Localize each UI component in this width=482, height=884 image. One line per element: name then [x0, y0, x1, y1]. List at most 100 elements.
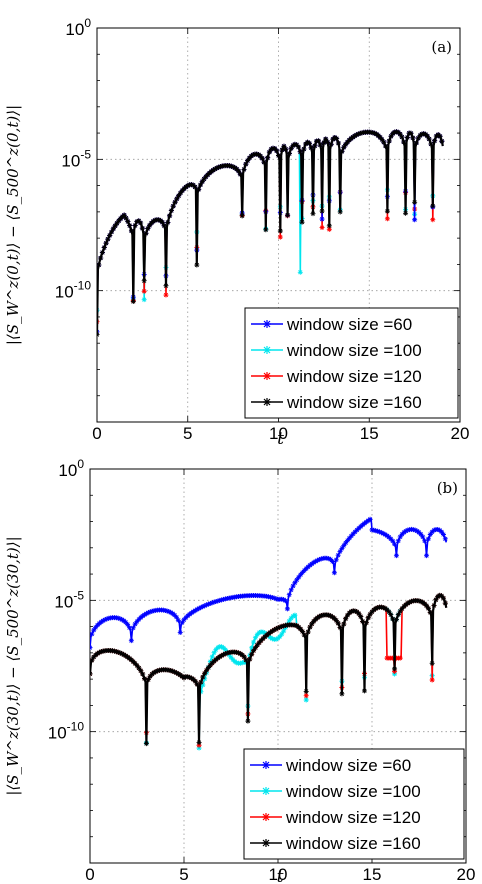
series-marker — [219, 597, 225, 603]
series-marker — [307, 624, 313, 630]
series-marker — [265, 155, 271, 161]
series-marker — [267, 635, 273, 641]
series-marker — [202, 670, 208, 676]
series-marker — [410, 135, 416, 141]
series-marker — [168, 208, 174, 214]
legend-label: window size =120 — [285, 808, 421, 827]
series-marker — [283, 146, 289, 152]
series-line — [97, 131, 444, 311]
series-marker — [343, 540, 349, 546]
series-marker — [185, 183, 191, 189]
series-marker — [348, 533, 354, 539]
series-marker — [147, 673, 153, 679]
series-marker — [279, 147, 285, 153]
series-marker — [297, 149, 303, 155]
legend-box — [244, 307, 459, 419]
series-marker — [270, 145, 276, 151]
series-marker — [147, 609, 153, 615]
legend-label: window size =160 — [285, 834, 421, 853]
series-marker — [337, 624, 343, 630]
series-marker — [415, 135, 421, 141]
series-marker — [294, 577, 300, 583]
series-marker — [163, 292, 169, 298]
series-marker — [296, 574, 302, 580]
series-marker — [211, 599, 217, 605]
series-marker — [380, 530, 386, 536]
series-marker — [392, 666, 398, 672]
series-marker — [442, 536, 448, 542]
series-marker — [179, 188, 185, 194]
series-marker — [360, 618, 366, 624]
series-marker — [220, 652, 226, 658]
series-marker — [315, 138, 321, 144]
y-tick-label: 10-5 — [54, 588, 84, 611]
series-marker — [152, 217, 158, 223]
series-marker — [286, 618, 292, 624]
series-marker — [377, 529, 383, 535]
series-marker — [401, 603, 407, 609]
series-marker — [330, 559, 336, 564]
series-marker — [243, 161, 249, 167]
series-marker — [196, 739, 202, 745]
series-marker — [281, 597, 287, 603]
series-2 — [97, 129, 445, 313]
chart-panel-2: 0 5 10 15 20 100 10-5 10-10 t |⟨S_W^z(30,t)⟩ − ⟨S… — [4, 457, 475, 884]
legend-box — [243, 748, 465, 860]
legend-label: window size =100 — [285, 782, 421, 801]
legend-marker — [263, 320, 271, 328]
series-marker — [190, 609, 196, 615]
series-marker — [337, 549, 343, 555]
series-marker — [123, 215, 129, 221]
series-marker — [412, 527, 418, 533]
x-tick-label: 15 — [363, 865, 382, 884]
series-marker — [172, 669, 178, 675]
series-marker — [326, 226, 332, 232]
series-marker — [390, 538, 396, 544]
series-marker — [328, 557, 334, 563]
series-marker — [234, 166, 240, 172]
series-marker — [100, 618, 106, 624]
series-marker — [311, 618, 317, 624]
series-marker — [165, 219, 171, 225]
series-marker — [254, 642, 260, 648]
series-marker — [410, 527, 416, 533]
series-marker — [175, 617, 181, 623]
series-marker — [301, 632, 307, 638]
series-marker — [98, 649, 104, 655]
series-marker — [397, 655, 403, 661]
series-marker — [305, 629, 311, 635]
series-marker — [222, 647, 228, 653]
series-marker — [421, 131, 427, 137]
series-marker — [314, 557, 320, 563]
series-marker — [344, 139, 350, 145]
series-marker — [290, 613, 296, 619]
series-marker — [216, 164, 222, 170]
series-marker — [375, 528, 381, 534]
legend: window size =60 window size =100 window si… — [244, 307, 459, 419]
series-marker — [348, 608, 354, 614]
series-marker — [422, 538, 428, 544]
series-marker — [281, 623, 287, 629]
series-marker — [256, 640, 262, 646]
series-marker — [197, 182, 203, 188]
x-tick-label: 5 — [179, 865, 188, 884]
series-marker — [141, 278, 147, 284]
series-marker — [413, 140, 419, 146]
series-marker — [228, 163, 234, 169]
series-marker — [388, 536, 394, 542]
series-marker — [384, 607, 390, 613]
series-marker — [288, 615, 294, 621]
series-marker — [217, 654, 223, 660]
series-marker — [431, 603, 437, 609]
series-marker — [170, 668, 176, 674]
series-marker — [279, 631, 285, 637]
legend-label: window size =60 — [286, 315, 412, 334]
series-marker — [384, 208, 390, 214]
series-marker — [174, 196, 180, 202]
series-marker — [247, 652, 253, 658]
series-marker — [123, 619, 129, 625]
series-marker — [200, 604, 206, 610]
series-marker — [251, 639, 257, 645]
series-marker — [416, 529, 422, 535]
series-marker — [292, 580, 298, 586]
